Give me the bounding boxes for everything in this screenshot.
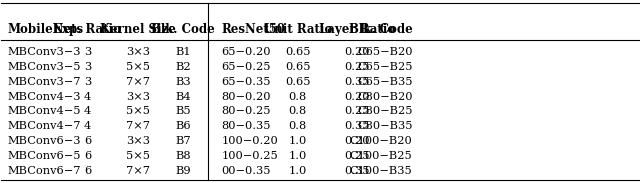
Text: C80−B35: C80−B35 [357,121,412,131]
Text: C65−B20: C65−B20 [357,47,412,57]
Text: 0.20: 0.20 [344,136,370,146]
Text: MBConv3−7: MBConv3−7 [8,77,81,87]
Text: 1.0: 1.0 [289,166,307,175]
Text: B5: B5 [175,107,191,116]
Text: 4: 4 [84,121,91,131]
Text: 65−0.20: 65−0.20 [221,47,271,57]
Text: 0.65: 0.65 [285,77,310,87]
Text: MobileNets: MobileNets [8,23,84,36]
Text: 6: 6 [84,151,91,161]
Text: MBConv6−3: MBConv6−3 [8,136,81,146]
Text: C100−B20: C100−B20 [349,136,412,146]
Text: MBConv4−5: MBConv4−5 [8,107,81,116]
Text: Exp. Ratio: Exp. Ratio [53,23,122,36]
Text: 80−0.25: 80−0.25 [221,107,271,116]
Text: 3×3: 3×3 [126,47,150,57]
Text: Unit Ratio: Unit Ratio [264,23,332,36]
Text: ResNet50: ResNet50 [221,23,285,36]
Text: 0.35: 0.35 [344,77,370,87]
Text: C100−B35: C100−B35 [349,166,412,175]
Text: 4: 4 [84,92,91,102]
Text: 7×7: 7×7 [126,77,150,87]
Text: B8: B8 [175,151,191,161]
Text: 5×5: 5×5 [126,62,150,72]
Text: 100−0.20: 100−0.20 [221,136,278,146]
Text: 3: 3 [84,62,91,72]
Text: B7: B7 [175,136,191,146]
Text: 3: 3 [84,77,91,87]
Text: 7×7: 7×7 [126,121,150,131]
Text: Blk. Code: Blk. Code [151,23,215,36]
Text: 4: 4 [84,107,91,116]
Text: Blk. Code: Blk. Code [349,23,412,36]
Text: 5×5: 5×5 [126,107,150,116]
Text: Layer Ratio: Layer Ratio [319,23,395,36]
Text: 1.0: 1.0 [289,151,307,161]
Text: MBConv3−3: MBConv3−3 [8,47,81,57]
Text: 0.20: 0.20 [344,47,370,57]
Text: MBConv4−7: MBConv4−7 [8,121,81,131]
Text: B4: B4 [175,92,191,102]
Text: C100−B25: C100−B25 [349,151,412,161]
Text: B1: B1 [175,47,191,57]
Text: C80−B25: C80−B25 [357,107,412,116]
Text: B9: B9 [175,166,191,175]
Text: 65−0.35: 65−0.35 [221,77,271,87]
Text: 3×3: 3×3 [126,136,150,146]
Text: B3: B3 [175,77,191,87]
Text: B6: B6 [175,121,191,131]
Text: 0.8: 0.8 [289,107,307,116]
Text: 0.35: 0.35 [344,121,370,131]
Text: C80−B20: C80−B20 [357,92,412,102]
Text: 0.8: 0.8 [289,92,307,102]
Text: 100−0.25: 100−0.25 [221,151,278,161]
Text: 3: 3 [84,47,91,57]
Text: 00−0.35: 00−0.35 [221,166,271,175]
Text: C65−B35: C65−B35 [357,77,412,87]
Text: 0.35: 0.35 [344,166,370,175]
Text: C65−B25: C65−B25 [357,62,412,72]
Text: 80−0.20: 80−0.20 [221,92,271,102]
Text: 65−0.25: 65−0.25 [221,62,271,72]
Text: 0.25: 0.25 [344,151,370,161]
Text: 0.8: 0.8 [289,121,307,131]
Text: MBConv6−7: MBConv6−7 [8,166,81,175]
Text: 80−0.35: 80−0.35 [221,121,271,131]
Text: Kernel Size: Kernel Size [100,23,177,36]
Text: MBConv6−5: MBConv6−5 [8,151,81,161]
Text: 5×5: 5×5 [126,151,150,161]
Text: 6: 6 [84,166,91,175]
Text: 0.25: 0.25 [344,107,370,116]
Text: 0.25: 0.25 [344,62,370,72]
Text: 0.65: 0.65 [285,62,310,72]
Text: 6: 6 [84,136,91,146]
Text: 0.65: 0.65 [285,47,310,57]
Text: MBConv3−5: MBConv3−5 [8,62,81,72]
Text: 7×7: 7×7 [126,166,150,175]
Text: MBConv4−3: MBConv4−3 [8,92,81,102]
Text: B2: B2 [175,62,191,72]
Text: 1.0: 1.0 [289,136,307,146]
Text: 0.20: 0.20 [344,92,370,102]
Text: 3×3: 3×3 [126,92,150,102]
